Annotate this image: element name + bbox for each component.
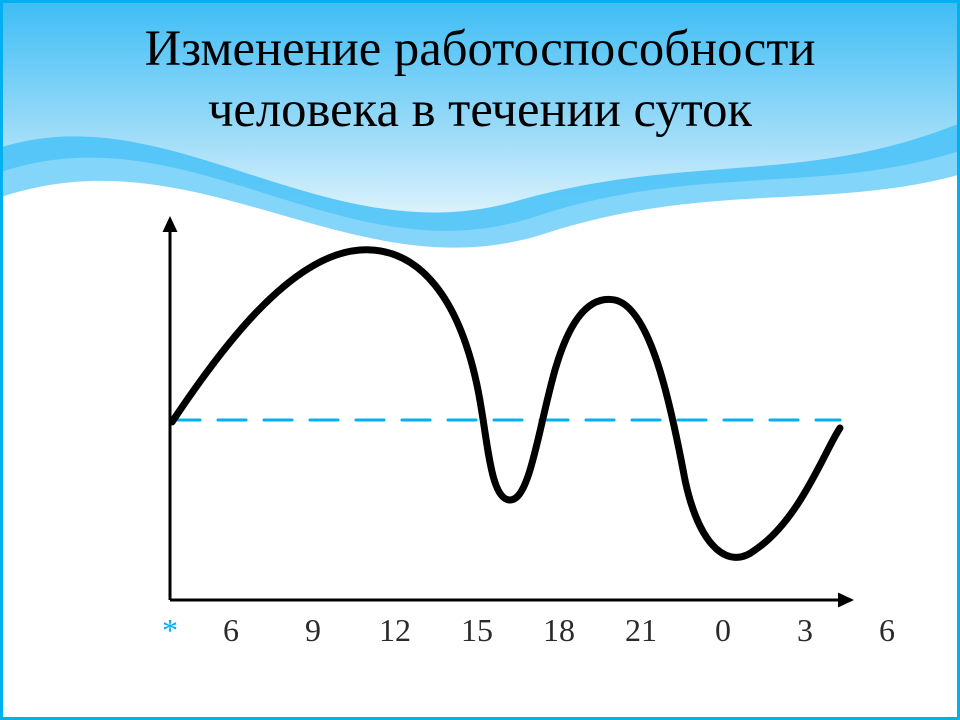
x-tick-label: 15: [436, 612, 518, 649]
x-axis-labels: *6912151821036: [162, 612, 928, 649]
x-labels-bullet-icon: *: [162, 612, 178, 649]
x-tick-label: 12: [354, 612, 436, 649]
title-line-1: Изменение работоспособности: [0, 18, 960, 79]
x-tick-label: 9: [272, 612, 354, 649]
x-tick-label: 3: [764, 612, 846, 649]
performance-chart: [110, 200, 870, 630]
slide-title: Изменение работоспособности человека в т…: [0, 18, 960, 140]
x-tick-label: 18: [518, 612, 600, 649]
y-axis-arrow: [163, 216, 178, 232]
title-line-2: человека в течении суток: [0, 79, 960, 140]
x-tick-label: 21: [600, 612, 682, 649]
x-tick-label: 0: [682, 612, 764, 649]
performance-curve: [172, 250, 840, 558]
x-tick-label: 6: [846, 612, 928, 649]
slide-root: Изменение работоспособности человека в т…: [0, 0, 960, 720]
x-axis-arrow: [838, 593, 854, 608]
x-tick-label: 6: [190, 612, 272, 649]
